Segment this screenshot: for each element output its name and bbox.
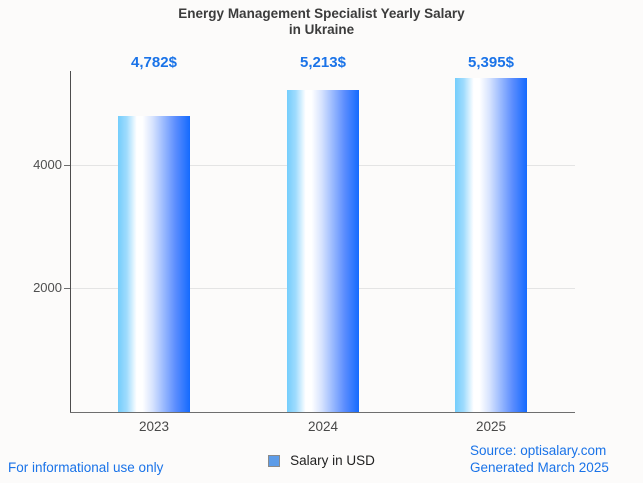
bar-value-label: 5,395$ (468, 54, 514, 71)
y-axis-tick-label: 2000 (33, 280, 62, 295)
bar-value-label: 4,782$ (131, 54, 177, 71)
y-axis-tick (64, 288, 70, 289)
chart-title: Energy Management Specialist Yearly Sala… (0, 6, 643, 38)
y-axis-line (70, 71, 71, 413)
chart-title-line2: in Ukraine (288, 22, 355, 37)
source-block: Source: optisalary.com Generated March 2… (470, 442, 609, 476)
source-link[interactable]: Source: optisalary.com (470, 443, 607, 458)
generated-date: Generated March 2025 (470, 460, 609, 475)
chart-title-line1: Energy Management Specialist Yearly Sala… (178, 6, 465, 21)
legend-swatch-icon (268, 454, 281, 467)
x-axis-label: 2023 (138, 419, 170, 434)
x-axis-label: 2024 (307, 419, 339, 434)
bar-value-label: 5,213$ (300, 54, 346, 71)
bar-2023[interactable] (118, 116, 190, 412)
bar-2025[interactable] (455, 78, 527, 412)
disclaimer-text: For informational use only (8, 460, 164, 475)
legend-label: Salary in USD (290, 453, 375, 468)
bar-2024[interactable] (287, 90, 359, 412)
y-axis-tick-label: 4000 (33, 157, 62, 172)
x-axis-line (70, 412, 575, 413)
chart-legend: Salary in USD (0, 453, 643, 468)
y-axis-tick (64, 165, 70, 166)
x-axis-label: 2025 (475, 419, 507, 434)
